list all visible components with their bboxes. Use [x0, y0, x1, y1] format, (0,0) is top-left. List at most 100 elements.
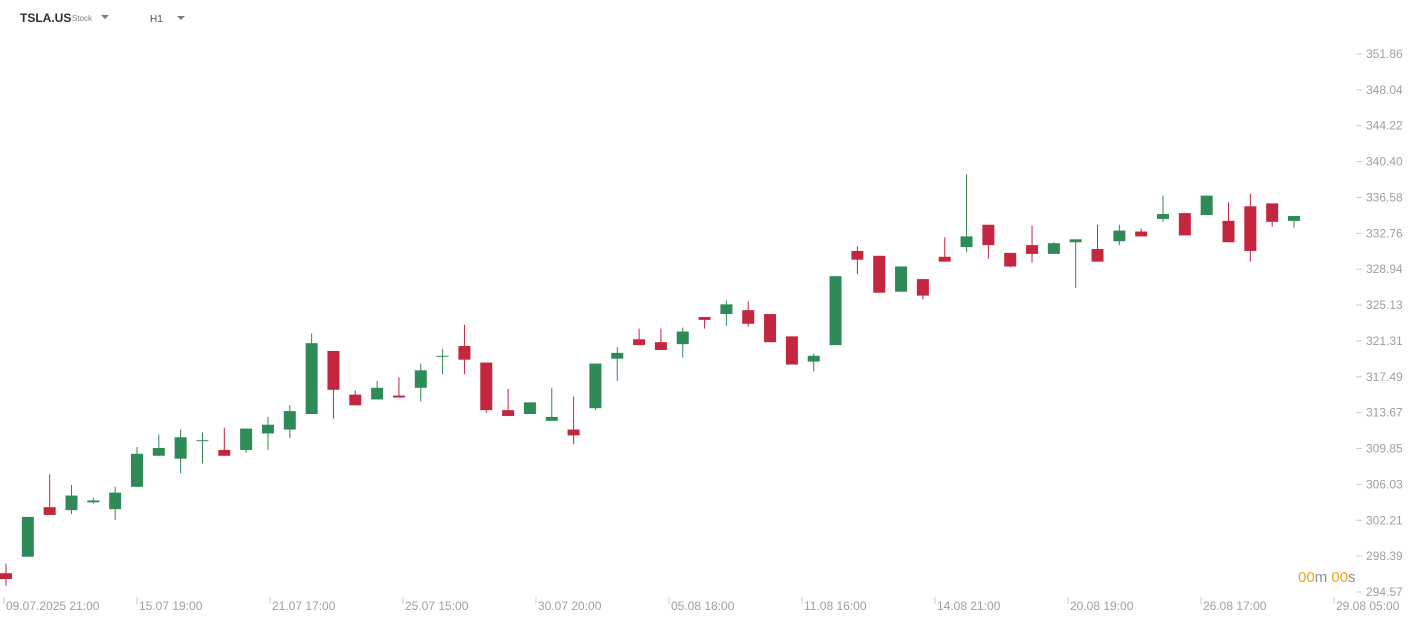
- candle-body: [698, 316, 711, 320]
- candle: [523, 402, 536, 415]
- candle: [720, 300, 733, 326]
- countdown-minutes-unit: m: [1314, 569, 1328, 586]
- candle: [87, 497, 100, 504]
- candle-body: [982, 224, 995, 246]
- timeframe-label[interactable]: H1: [150, 14, 163, 25]
- candle: [654, 328, 667, 350]
- candle-body: [1026, 245, 1039, 254]
- price-tick-label: 321.31: [1366, 334, 1403, 348]
- candle-body: [0, 573, 13, 580]
- symbol-label[interactable]: TSLA.US: [20, 11, 72, 25]
- candle-body: [240, 428, 253, 450]
- price-tick-label: 313.67: [1366, 406, 1403, 420]
- price-tick-label: 344.22: [1366, 119, 1403, 133]
- symbol-dropdown-chevron-icon[interactable]: [101, 15, 109, 19]
- candle-body: [1004, 252, 1017, 267]
- time-tick-label: 05.08 18:00: [671, 599, 735, 613]
- candle: [1047, 242, 1060, 254]
- candle-body: [1244, 206, 1257, 251]
- candle: [327, 350, 340, 419]
- time-tick-label: 25.07 15:00: [405, 599, 469, 613]
- price-tick-label: 351.86: [1366, 47, 1403, 61]
- countdown-seconds-unit: s: [1348, 569, 1356, 586]
- candle: [895, 266, 908, 292]
- candle: [349, 390, 362, 406]
- candle-body: [807, 355, 820, 362]
- candle-body: [371, 387, 384, 400]
- candle: [414, 363, 427, 402]
- candle: [502, 388, 515, 416]
- candle-body: [916, 279, 929, 296]
- candle: [676, 327, 689, 358]
- candle-body: [502, 410, 515, 416]
- candle-body: [545, 416, 558, 421]
- candle: [240, 428, 253, 453]
- candle-body: [414, 370, 427, 388]
- candle: [1222, 202, 1235, 243]
- time-tick-label: 26.08 17:00: [1203, 599, 1267, 613]
- candle: [960, 174, 973, 252]
- candle-body: [589, 363, 602, 409]
- timeframe-dropdown-chevron-icon[interactable]: [177, 16, 185, 20]
- candle: [218, 427, 231, 456]
- price-tick-label: 298.39: [1366, 549, 1403, 563]
- candle-body: [43, 507, 56, 515]
- candle: [1135, 228, 1148, 237]
- candle: [916, 279, 929, 300]
- candle: [392, 377, 405, 398]
- candle-body: [130, 453, 143, 487]
- candle-body: [633, 339, 646, 346]
- candle-body: [523, 402, 536, 415]
- candle: [130, 447, 143, 487]
- candle: [545, 387, 558, 421]
- candle-body: [87, 500, 100, 503]
- candle: [480, 362, 493, 414]
- candle-body: [21, 516, 34, 557]
- time-tick-label: 15.07 19:00: [139, 599, 203, 613]
- candle-body: [436, 355, 449, 357]
- candle: [1004, 252, 1017, 268]
- candle: [109, 486, 122, 520]
- time-tick-label: 29.08 05:00: [1336, 599, 1400, 613]
- time-tick-label: 20.08 19:00: [1070, 599, 1134, 613]
- candle-body: [392, 395, 405, 398]
- candle-body: [938, 256, 951, 262]
- candle: [1091, 224, 1104, 262]
- candle: [742, 301, 755, 327]
- candle-body: [1200, 195, 1213, 216]
- candle-body: [567, 429, 580, 436]
- candle: [371, 381, 384, 400]
- price-tick-label: 332.76: [1366, 226, 1403, 240]
- candle-body: [261, 424, 274, 434]
- countdown-seconds: 00: [1331, 569, 1349, 586]
- candle-body: [654, 342, 667, 350]
- candle: [611, 347, 624, 382]
- candle: [851, 246, 864, 275]
- price-tick-label: 328.94: [1366, 262, 1403, 276]
- price-tick-label: 309.85: [1366, 442, 1403, 456]
- candle: [1200, 195, 1213, 216]
- candle-body: [1266, 203, 1279, 222]
- price-axis[interactable]: 351.86 348.04 344.22 340.40 336.58 332.76 328.…: [1356, 47, 1403, 599]
- candle: [589, 363, 602, 411]
- candle: [1026, 225, 1039, 263]
- candle: [764, 314, 777, 343]
- price-tick-label: 302.21: [1366, 513, 1403, 527]
- candle-body: [829, 276, 842, 346]
- candle-body: [742, 310, 755, 324]
- price-tick-label: 340.40: [1366, 155, 1403, 169]
- candle-body: [327, 350, 340, 390]
- candle: [0, 563, 13, 586]
- candle: [567, 396, 580, 445]
- candle-body: [960, 236, 973, 248]
- candle-body: [196, 440, 209, 442]
- candle-body: [480, 362, 493, 411]
- candle: [458, 324, 471, 375]
- time-axis[interactable]: 09.07.2025 21:00 15.07 19:00 21.07 17:00 25…: [3, 597, 1400, 613]
- candle-body: [1222, 220, 1235, 243]
- candle-body: [873, 255, 886, 293]
- candle: [174, 429, 187, 474]
- candle: [1266, 203, 1279, 227]
- candle: [982, 224, 995, 259]
